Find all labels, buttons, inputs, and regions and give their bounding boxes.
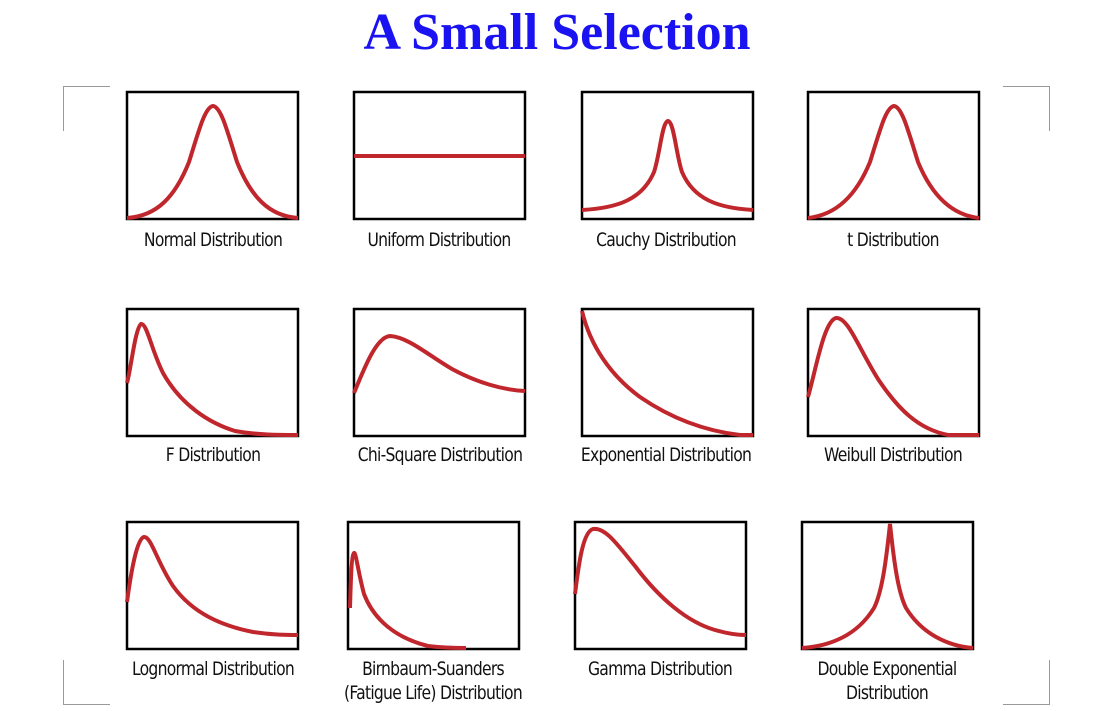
exponential-distribution-plot	[580, 307, 755, 438]
normal-distribution-plot	[125, 90, 300, 221]
birnbaum-saunders-distribution-plot	[346, 520, 521, 651]
chi-square-distribution-plot	[352, 307, 527, 438]
caption-normal: Normal Distribution	[143, 229, 283, 251]
corner-bracket-bottom-right	[1003, 660, 1050, 705]
corner-bracket-bottom-left	[63, 660, 110, 705]
plot-frame	[806, 307, 981, 438]
plot-frame	[806, 90, 981, 221]
corner-bracket-top-right	[1003, 86, 1050, 131]
plot-frame	[125, 520, 300, 651]
plot-frame	[580, 90, 755, 221]
caption-gamma: Gamma Distribution	[587, 658, 733, 680]
plot-frame	[125, 307, 300, 438]
caption-weibull: Weibull Distribution	[824, 444, 963, 466]
corner-bracket-top-left	[63, 86, 110, 131]
plot-frame	[800, 520, 975, 651]
caption-t: t Distribution	[847, 229, 939, 251]
caption-exponential: Exponential Distribution	[580, 444, 752, 466]
caption-birnbaum-saunders: Birnbaum-Suanders (Fatigue Life) Distrib…	[344, 658, 523, 704]
caption-double-exponential: Double Exponential Distribution	[817, 658, 957, 704]
plot-frame	[346, 520, 521, 651]
t-curve	[807, 103, 980, 220]
birnbaum-saunders-curve	[348, 550, 467, 650]
normal-curve	[126, 103, 299, 220]
weibull-distribution-plot	[806, 307, 981, 438]
exponential-curve	[580, 310, 753, 437]
f-curve	[125, 322, 299, 437]
page-title: A Small Selection	[363, 4, 751, 61]
caption-f: F Distribution	[165, 444, 261, 466]
caption-cauchy: Cauchy Distribution	[596, 229, 737, 251]
uniform-distribution-plot	[352, 90, 527, 221]
t-distribution-plot	[806, 90, 981, 221]
caption-lognormal: Lognormal Distribution	[131, 658, 295, 680]
double-exponential-distribution-plot	[800, 520, 975, 651]
double-exponential-curve	[801, 523, 974, 650]
weibull-curve	[806, 316, 979, 437]
lognormal-curve	[125, 535, 299, 637]
cauchy-curve	[581, 118, 754, 212]
plot-frame	[125, 90, 300, 221]
gamma-distribution-plot	[573, 520, 748, 651]
caption-chi-square: Chi-Square Distribution	[357, 444, 523, 466]
cauchy-distribution-plot	[580, 90, 755, 221]
caption-uniform: Uniform Distribution	[367, 229, 511, 251]
plot-frame	[352, 307, 527, 438]
lognormal-distribution-plot	[125, 520, 300, 651]
gamma-curve	[573, 526, 747, 637]
chi-square-curve	[352, 333, 526, 394]
plot-frame	[580, 307, 755, 438]
f-distribution-plot	[125, 307, 300, 438]
